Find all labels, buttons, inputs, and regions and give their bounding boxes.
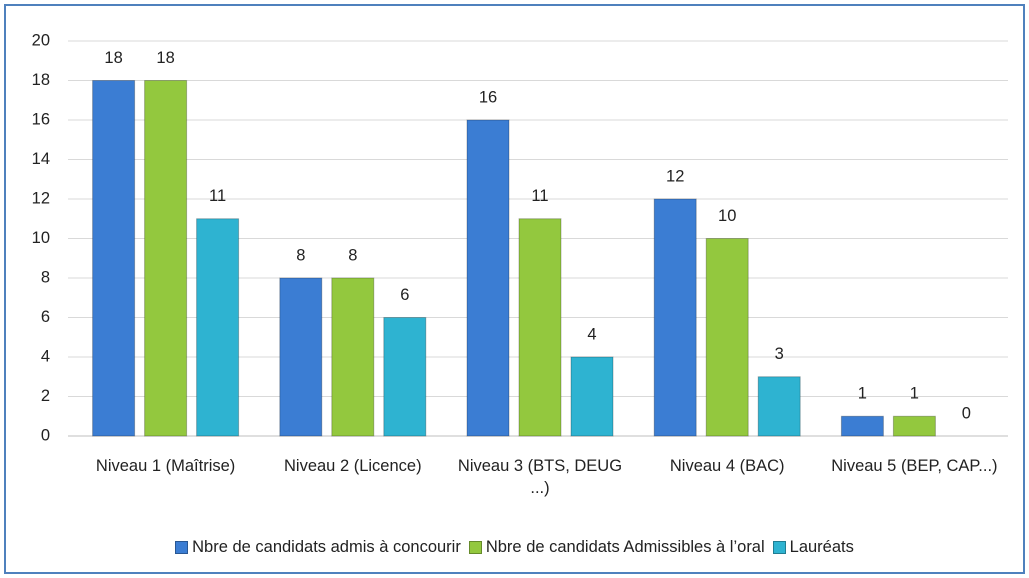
data-label: 10 — [718, 207, 736, 225]
data-label: 1 — [910, 385, 919, 403]
y-tick-label: 6 — [41, 308, 50, 326]
bar — [466, 119, 510, 437]
x-tick-label: Niveau 1 (Maîtrise) — [95, 457, 236, 475]
y-tick-label: 10 — [32, 229, 50, 247]
data-label: 4 — [587, 325, 596, 343]
bar — [653, 198, 697, 437]
data-label: 1 — [858, 385, 867, 403]
data-label: 11 — [209, 187, 226, 205]
legend-swatch — [468, 541, 482, 554]
bar — [279, 277, 323, 437]
bar — [144, 80, 188, 437]
y-tick-label: 8 — [41, 268, 50, 286]
legend-item: Nbre de candidats admis à concourir — [175, 538, 461, 557]
bar — [705, 238, 749, 437]
data-label: 3 — [775, 345, 784, 363]
chart-border — [4, 4, 1025, 574]
bar — [196, 218, 240, 437]
data-label: 11 — [531, 187, 548, 205]
x-tick-label: Niveau 2 (Licence) — [284, 457, 422, 475]
bar — [840, 415, 884, 437]
data-label: 12 — [666, 167, 684, 185]
y-tick-label: 4 — [41, 347, 50, 365]
data-label: 16 — [479, 88, 497, 106]
bar — [892, 415, 936, 437]
bar — [383, 317, 427, 437]
data-label: 0 — [962, 404, 971, 422]
x-tick-label: Niveau 5 (BEP, CAP...) — [831, 457, 998, 475]
bar — [331, 277, 375, 437]
legend: Nbre de candidats admis à concourir Nbre … — [0, 538, 1029, 557]
data-label: 18 — [156, 49, 174, 67]
data-label: 8 — [348, 246, 357, 264]
legend-swatch — [175, 541, 189, 554]
legend-item: Lauréats — [772, 538, 854, 557]
data-label: 8 — [296, 246, 305, 264]
y-tick-label: 0 — [41, 426, 50, 444]
y-tick-label: 16 — [32, 110, 50, 128]
y-tick-label: 12 — [32, 189, 50, 207]
legend-label: Lauréats — [789, 538, 854, 556]
data-label: 6 — [400, 286, 409, 304]
bar — [92, 80, 136, 437]
y-tick-label: 14 — [32, 150, 50, 168]
y-tick-label: 2 — [41, 387, 50, 405]
x-tick-label: Niveau 4 (BAC) — [669, 457, 785, 475]
legend-swatch — [772, 541, 786, 554]
x-tick-label: Niveau 3 (BTS, DEUG ...) — [457, 457, 623, 497]
bar — [518, 218, 562, 437]
legend-label: Nbre de candidats admis à concourir — [192, 538, 461, 556]
bar — [757, 376, 801, 437]
y-tick-label: 18 — [32, 71, 50, 89]
bar — [570, 356, 614, 437]
y-tick-label: 20 — [32, 31, 50, 49]
data-label: 18 — [104, 49, 122, 67]
legend-label: Nbre de candidats Admissibles à l’oral — [485, 538, 765, 556]
legend-item: Nbre de candidats Admissibles à l’oral — [468, 538, 765, 557]
